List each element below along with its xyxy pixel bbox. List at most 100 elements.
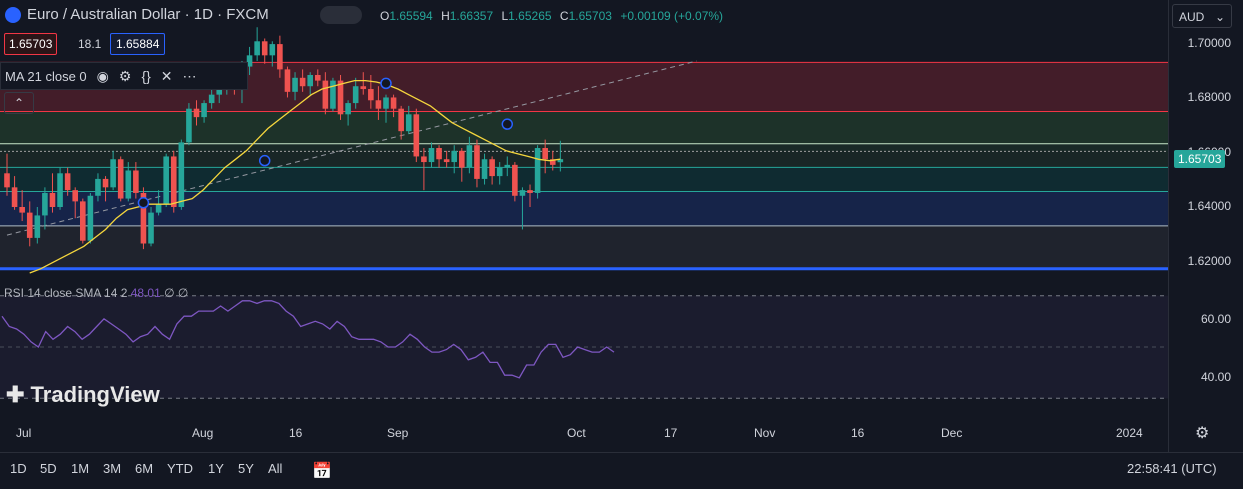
candle-body [284,69,291,92]
trendline [6,60,697,236]
candle-body [201,103,207,118]
candle-body [72,190,79,202]
range-1y[interactable]: 1Y [208,461,224,476]
candle-body [398,108,404,132]
bottom-toolbar [0,452,1243,489]
candle-body [269,44,276,56]
tradingview-watermark[interactable]: ✚ TradingView [6,382,160,407]
candle-body [34,215,41,238]
rsi-label: RSI 14 close SMA 14 2 [4,286,128,300]
level-zone [0,151,1168,168]
braces-icon[interactable]: {} [141,68,151,84]
candle-body [534,148,541,193]
candle-body [504,164,511,168]
chevron-down-icon: ⌄ [1214,10,1225,24]
more-icon[interactable]: ⋯ [182,67,197,84]
price-tick: 1.68000 [1187,90,1231,104]
candle-body [413,114,420,157]
rsi-value: 48.01 [130,286,161,300]
candle-body [102,178,109,188]
range-1d[interactable]: 1D [10,461,27,476]
candle-body [360,86,367,90]
candle-body [375,100,382,109]
candle-body [496,167,503,177]
candle-body [481,159,488,179]
time-tick: Aug [192,426,214,440]
range-6m[interactable]: 6M [135,461,154,476]
rsi-tick: 60.00 [1200,312,1231,326]
chevron-up-icon: ⌃ [13,96,25,110]
candle-body [299,77,306,87]
candle-body [155,204,162,213]
rsi-chart[interactable] [0,280,1168,416]
candle-body [87,195,94,241]
candle-body [443,159,450,163]
candle-body [4,173,10,188]
candle-body [428,148,435,163]
clock[interactable]: 22:58:41 (UTC) [1127,461,1217,476]
date-range-icon[interactable]: 📅 [312,463,332,480]
currency-select[interactable]: AUD ⌄ [1172,4,1232,28]
candle-body [42,192,48,216]
candle-body [345,103,351,115]
range-ytd[interactable]: YTD [167,461,193,476]
price-tick: 1.64000 [1187,199,1231,213]
range-all[interactable]: All [268,461,283,476]
symbol-title: Euro / Australian Dollar · 1D · FXCM [27,6,269,23]
price-chart[interactable] [0,0,1168,280]
candle-body [466,145,473,168]
candle-body [80,201,86,241]
candle-body [178,142,185,207]
candle-body [261,41,268,56]
candle-body [390,97,397,109]
candle-body [193,108,200,118]
ma-marker [501,118,514,130]
sell-price-button[interactable]: 1.65703 [4,33,58,55]
rsi-legend[interactable]: RSI 14 close SMA 14 2 48.01 ∅ ∅ [4,286,188,300]
range-3m[interactable]: 3M [103,461,122,476]
candle-body [110,159,116,188]
close-icon[interactable]: ✕ [160,67,173,84]
time-tick: 2024 [1116,426,1143,440]
buy-price-button[interactable]: 1.65884 [110,33,166,55]
candle-body [474,145,480,179]
candle-body [314,74,321,81]
candle-body [125,170,132,199]
time-tick: Sep [387,426,409,440]
chart-settings-icon[interactable]: ⚙ [1195,425,1210,442]
ma-legend[interactable]: MA 21 close 0 ◉ ⚙ {} ✕ ⋯ [0,62,248,90]
ma-marker [137,197,150,209]
time-tick: Jul [16,426,32,440]
rsi-tick: 40.00 [1200,370,1231,384]
candle-body [459,150,465,168]
price-tick: 1.62000 [1187,254,1231,268]
candle-body [322,80,329,109]
gear-icon[interactable]: ⚙ [118,67,132,84]
compare-toggle[interactable] [320,6,362,24]
candle-body [64,173,71,191]
candle-body [57,173,63,207]
candle-body [19,206,25,213]
rsi-extra: ∅ ∅ [164,286,189,300]
candle-body [26,212,33,238]
eye-icon[interactable]: ◉ [96,67,109,84]
range-1m[interactable]: 1M [71,461,90,476]
change-value: +0.00109 (+0.07%) [620,9,724,23]
candle-body [148,212,154,244]
candle-body [557,159,564,163]
symbol-legend[interactable]: Euro / Australian Dollar · 1D · FXCM [5,6,269,24]
candle-body [405,114,412,132]
candle-body [436,148,442,160]
time-tick: 17 [664,426,678,440]
level-zone [0,111,1168,144]
candle-body [527,190,533,193]
collapse-legend-button[interactable]: ⌃ [4,92,34,114]
ohlc-readout: O1.65594 H1.66357 L1.65265 C1.65703 +0.0… [380,9,724,23]
range-5y[interactable]: 5Y [238,461,254,476]
candle-body [519,190,526,196]
time-tick: 16 [851,426,865,440]
range-5d[interactable]: 5D [40,461,57,476]
axis-divider [1168,0,1169,452]
ma-marker [380,77,392,90]
time-tick: 16 [289,426,303,440]
